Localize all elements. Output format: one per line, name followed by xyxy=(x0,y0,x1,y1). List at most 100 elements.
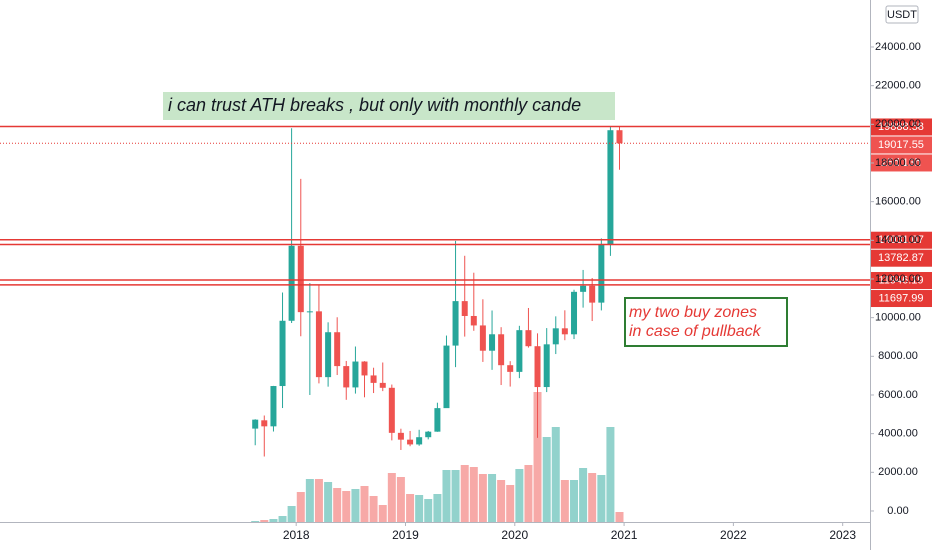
currency-badge[interactable] xyxy=(885,5,919,24)
annotation-box[interactable] xyxy=(624,297,788,347)
x-tick-label: 2023 xyxy=(829,528,856,542)
candle-body xyxy=(252,419,259,429)
y-tick-label: 22000.00 xyxy=(875,80,921,92)
x-tick-label: 2020 xyxy=(501,528,528,542)
candle-body xyxy=(561,328,568,335)
volume-bar xyxy=(287,506,296,522)
y-tick-label: 12000.00 xyxy=(875,273,921,285)
candle-body xyxy=(589,285,596,303)
candle-body xyxy=(452,301,459,346)
volume-bar xyxy=(488,474,497,522)
price-tag xyxy=(871,136,932,154)
candle-body xyxy=(425,431,432,438)
volume-bar xyxy=(451,470,460,522)
x-tick-label: 2021 xyxy=(611,528,638,542)
volume-bar xyxy=(524,465,533,522)
candle-body xyxy=(479,325,486,351)
y-tick-label: 6000.00 xyxy=(878,389,918,401)
candle-body xyxy=(315,311,322,378)
volume-bar xyxy=(305,479,314,522)
candle-body xyxy=(598,244,605,303)
x-tick-label: 2018 xyxy=(283,528,310,542)
y-tick-label: 0.00 xyxy=(887,505,908,517)
y-tick-label: 24000.00 xyxy=(875,41,921,53)
volume-bar xyxy=(442,470,451,522)
volume-bar xyxy=(506,485,515,522)
volume-bar xyxy=(342,491,351,522)
volume-bar xyxy=(415,495,424,522)
candle-body xyxy=(516,330,523,372)
candle-body xyxy=(343,366,350,388)
volume-bar xyxy=(515,469,524,522)
candle-body xyxy=(498,334,505,366)
annotation: in case of pullback xyxy=(629,323,762,340)
volume-bar xyxy=(579,468,588,522)
volume-bar xyxy=(606,427,615,522)
candle-body xyxy=(279,320,286,387)
candle-body xyxy=(470,315,477,326)
volume-bar xyxy=(396,477,405,522)
volume-bar xyxy=(314,479,323,522)
volume-bar xyxy=(424,499,433,522)
candle-layer xyxy=(252,126,623,457)
y-tick-label: 16000.00 xyxy=(875,196,921,208)
annotation: i can trust ATH breaks , but only with m… xyxy=(168,95,581,115)
candle-body xyxy=(443,345,450,409)
y-tick-label: 10000.00 xyxy=(875,312,921,324)
price-tag-label: 19017.55 xyxy=(878,139,924,151)
volume-bar xyxy=(369,496,378,522)
candle-body xyxy=(261,420,268,427)
volume-bar xyxy=(360,486,369,522)
volume-bar xyxy=(260,520,269,522)
annotation-box[interactable] xyxy=(163,92,615,120)
volume-bar xyxy=(333,488,342,522)
price-tag-label: 11946.19 xyxy=(878,274,923,286)
candle-body xyxy=(580,285,587,292)
countdown-tag xyxy=(871,154,932,172)
volume-bar xyxy=(433,494,442,522)
price-tag xyxy=(871,290,932,308)
countdown-label: 25d 13h xyxy=(881,157,921,169)
volume-bar xyxy=(278,516,287,522)
candle-body xyxy=(270,386,277,427)
volume-bar xyxy=(560,480,569,522)
volume-bar xyxy=(551,427,560,522)
candle-body xyxy=(607,130,614,245)
candle-body xyxy=(397,432,404,440)
volume-bar xyxy=(597,475,606,522)
volume-layer xyxy=(251,392,624,522)
candle-body xyxy=(571,291,578,335)
candle-body xyxy=(416,437,423,445)
annotation: my two buy zones xyxy=(629,304,757,321)
candle-body xyxy=(543,344,550,388)
price-tag xyxy=(871,118,932,136)
volume-bar xyxy=(460,465,469,522)
price-tag-label: 14031.07 xyxy=(878,234,924,246)
candle-body xyxy=(461,301,468,316)
candle-body xyxy=(370,375,377,383)
axis-layer: 0.00 2000.00 4000.00 6000.00 8000.00 10000.00… xyxy=(283,41,921,542)
candle-body xyxy=(534,346,541,388)
price-tag xyxy=(871,249,932,267)
volume-bar xyxy=(570,480,579,522)
volume-bar xyxy=(351,489,360,522)
price-tag-label: 19888.58 xyxy=(878,121,924,133)
volume-bar xyxy=(406,494,415,522)
currency-label: USDT xyxy=(887,9,917,21)
volume-bar xyxy=(269,519,278,522)
volume-bar xyxy=(324,482,333,522)
y-tick-label: 18000.00 xyxy=(875,157,921,169)
candle-body xyxy=(507,365,514,372)
candle-body xyxy=(352,361,359,388)
y-tick-label: 8000.00 xyxy=(878,350,918,362)
candle-body xyxy=(525,330,532,347)
volume-bar xyxy=(588,473,597,522)
volume-bar xyxy=(542,437,551,522)
candle-body xyxy=(297,245,304,313)
volume-bar xyxy=(497,480,506,522)
candle-body xyxy=(306,311,313,313)
candle-body xyxy=(616,130,623,144)
candle-body xyxy=(288,245,295,321)
y-tick-label: 4000.00 xyxy=(878,428,918,440)
